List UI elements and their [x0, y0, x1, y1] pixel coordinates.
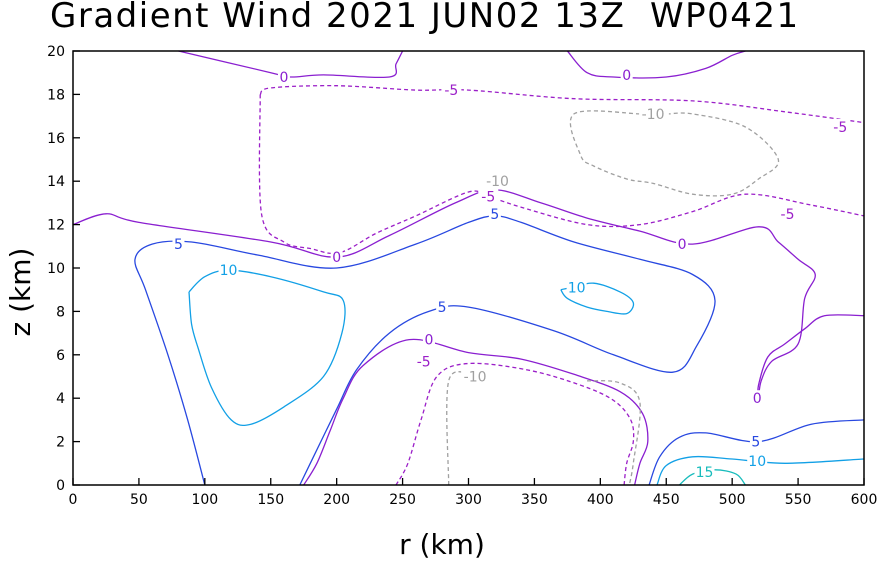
contour-label-bg	[620, 66, 633, 83]
x-tick-label: 50	[130, 492, 148, 508]
contour-label: 5	[751, 435, 760, 451]
contour-label: 0	[678, 237, 687, 253]
y-tick-label: 18	[47, 87, 65, 103]
contour-label-bg	[751, 390, 764, 407]
chart-title: Gradient Wind 2021 JUN02 13Z WP0421	[50, 0, 800, 36]
x-tick-label: 100	[191, 492, 218, 508]
x-tick-label: 350	[521, 492, 548, 508]
contour-label: 0	[753, 391, 762, 407]
contour-label-bg	[483, 173, 512, 190]
contour-label: 15	[696, 465, 714, 481]
y-tick-label: 4	[56, 391, 65, 407]
contour-line	[303, 338, 649, 486]
contour-label: 0	[332, 250, 341, 266]
contour-line	[569, 110, 780, 197]
contour-label-bg	[478, 188, 499, 205]
contour-label: -5	[444, 83, 458, 99]
contour-label-bg	[172, 236, 185, 253]
contour-line	[134, 215, 716, 486]
y-axis-title: z (km)	[4, 248, 37, 337]
contour-label-bg	[694, 463, 715, 480]
contour-label-bg	[441, 82, 462, 99]
contour-line	[72, 189, 816, 399]
contour-label-bg	[422, 331, 435, 348]
y-tick-label: 10	[47, 261, 65, 277]
contour-label: 5	[438, 300, 447, 316]
contour-line	[178, 50, 404, 79]
contour-line	[446, 371, 476, 486]
x-tick-label: 450	[653, 492, 680, 508]
y-tick-label: 16	[47, 131, 65, 147]
y-tick-label: 8	[56, 304, 65, 320]
contour-label-bg	[488, 205, 501, 222]
contour-label: 0	[424, 333, 433, 349]
contour-label: 5	[490, 207, 499, 223]
contour-label-bg	[461, 368, 490, 385]
contour-label: 10	[220, 263, 238, 279]
x-tick-label: 550	[785, 492, 812, 508]
x-tick-label: 150	[257, 492, 284, 508]
contour-label-bg	[413, 353, 434, 370]
contour-label-bg	[830, 118, 851, 135]
contour-line	[258, 94, 865, 255]
contour-lines	[72, 50, 865, 486]
contour-line	[648, 419, 865, 486]
contour-label: 0	[622, 68, 631, 84]
contour-label-bg	[277, 69, 290, 86]
plot-frame	[72, 50, 865, 486]
contour-line	[395, 362, 635, 486]
x-tick-label: 500	[719, 492, 746, 508]
contour-label-bg	[639, 105, 668, 122]
contour-label: -5	[417, 354, 431, 370]
contour-label-bg	[330, 249, 343, 266]
x-tick-label: 250	[389, 492, 416, 508]
y-tick-label: 12	[47, 218, 65, 234]
y-tick-label: 6	[56, 348, 65, 364]
contour-line	[259, 84, 865, 124]
contour-line	[188, 269, 346, 427]
contour-label-bg	[747, 453, 768, 470]
contour-label: 0	[279, 70, 288, 86]
contour-line	[678, 469, 746, 486]
y-axis: 0 2 4 6 8 10 12 14 16 18 20	[47, 44, 80, 494]
contour-label: 10	[748, 454, 766, 470]
y-tick-label: 2	[56, 435, 65, 451]
contour-line	[656, 455, 865, 486]
contour-line	[757, 314, 865, 399]
x-tick-label: 600	[851, 492, 878, 508]
contour-label: -5	[481, 189, 495, 205]
contour-label: -5	[781, 207, 795, 223]
contour-label: 5	[174, 237, 183, 253]
y-tick-label: 20	[47, 44, 65, 60]
contour-label: -10	[642, 107, 665, 123]
x-tick-label: 300	[455, 492, 482, 508]
contour-label: 10	[568, 281, 586, 297]
contour-label-bg	[436, 299, 449, 316]
x-tick-label: 200	[323, 492, 350, 508]
contour-label: -10	[464, 370, 487, 386]
x-tick-label: 0	[69, 492, 78, 508]
contour-line	[566, 50, 746, 79]
y-tick-label: 14	[47, 174, 65, 190]
contour-label-bg	[749, 433, 762, 450]
x-axis: 0 50 100 150 200 250 300 350 400 450 500 550 600	[69, 478, 878, 508]
x-tick-label: 400	[587, 492, 614, 508]
y-tick-label: 0	[56, 478, 65, 494]
contour-label-bg	[676, 236, 689, 253]
contour-label-bg	[566, 279, 587, 296]
contour-line	[587, 380, 641, 486]
contour-label-bg	[218, 262, 239, 279]
contour-label-bg	[777, 205, 798, 222]
contour-label: -10	[486, 174, 509, 190]
x-axis-title: r (km)	[399, 528, 485, 561]
contour-label: -5	[833, 120, 847, 136]
